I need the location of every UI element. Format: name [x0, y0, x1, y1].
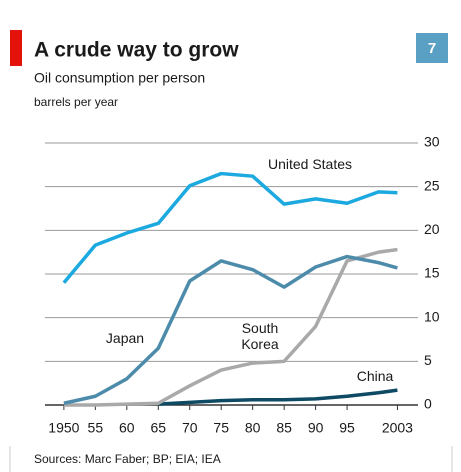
line — [158, 388, 398, 406]
x-tick-label: 2003 — [382, 420, 413, 436]
line — [63, 254, 398, 405]
line — [62, 171, 398, 284]
x-tick-label: 55 — [88, 420, 104, 436]
unit-label: barrels per year — [34, 95, 118, 109]
x-tick-label: 75 — [213, 420, 229, 436]
y-tick-label: 15 — [424, 265, 440, 281]
x-tick-label: 1950 — [48, 420, 79, 436]
series-label: China — [356, 368, 394, 384]
y-tick-label: 25 — [424, 177, 440, 193]
x-tick-label: 70 — [182, 420, 198, 436]
series-label: Japan — [105, 330, 145, 346]
red-tab — [10, 30, 22, 66]
series-label: South Korea — [241, 320, 279, 352]
source: Sources: Marc Faber; BP; EIA; IEA — [34, 452, 221, 466]
y-tick-label: 10 — [424, 308, 440, 324]
x-tick-label: 65 — [150, 420, 166, 436]
chart-title: A crude way to grow — [34, 39, 239, 62]
x-tick-label: 80 — [245, 420, 261, 436]
x-tick-label: 90 — [308, 420, 324, 436]
y-tick-label: 0 — [424, 396, 432, 412]
y-tick-label: 30 — [424, 134, 440, 150]
x-tick-label: 60 — [119, 420, 135, 436]
line — [63, 247, 398, 407]
y-tick-label: 5 — [424, 352, 432, 368]
badge: 7 — [428, 40, 436, 57]
badge-box — [416, 33, 448, 63]
subtitle: Oil consumption per person — [34, 70, 205, 86]
y-tick-label: 20 — [424, 221, 440, 237]
x-tick-label: 95 — [339, 420, 355, 436]
x-tick-label: 85 — [276, 420, 292, 436]
series-label: United States — [267, 156, 353, 172]
